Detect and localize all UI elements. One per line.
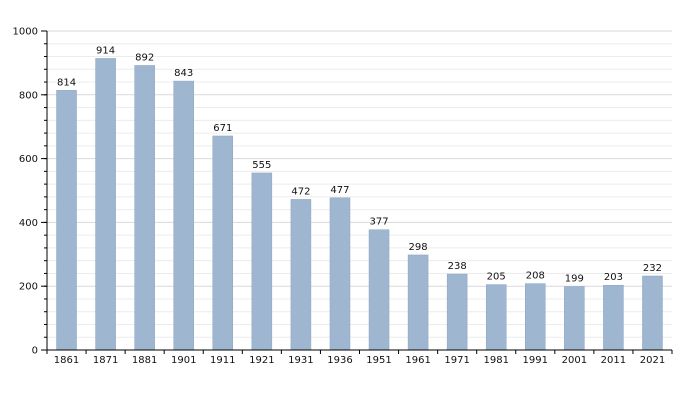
- x-tick-label-1981: 1981: [483, 355, 508, 366]
- y-tick-label-200: 200: [19, 282, 38, 293]
- data-label-2001: 199: [565, 274, 584, 285]
- axes: 1861 1871 1881 1901 1911 1921 1931 1936 1951 1961…: [13, 27, 673, 366]
- bar-1871: [95, 58, 116, 351]
- x-tick-label-1871: 1871: [93, 355, 118, 366]
- x-tick-label-1901: 1901: [171, 355, 196, 366]
- x-tick-label-1931: 1931: [288, 355, 313, 366]
- bar-1971: [446, 273, 468, 351]
- data-label-2021: 232: [643, 263, 662, 274]
- bar-2011: [603, 284, 624, 351]
- bar-1921: [251, 172, 273, 351]
- data-label-1991: 208: [526, 271, 545, 282]
- data-label-1951: 377: [369, 217, 388, 228]
- x-tick-label-2011: 2011: [601, 355, 626, 366]
- x-tick-label-1921: 1921: [249, 355, 274, 366]
- data-label-1871: 914: [96, 45, 115, 56]
- data-label-1931: 472: [291, 186, 310, 197]
- data-label-1901: 843: [174, 68, 193, 79]
- x-tick-label-1991: 1991: [523, 355, 548, 366]
- bar-1911: [212, 135, 234, 351]
- data-label-1936: 477: [330, 185, 349, 196]
- bar-1861: [56, 90, 77, 351]
- bar-1981: [485, 284, 507, 351]
- bar-1991: [525, 283, 546, 351]
- data-label-1971: 238: [448, 261, 467, 272]
- bar-1936: [329, 197, 351, 351]
- y-tick-label-400: 400: [19, 218, 38, 229]
- x-tick-label-1911: 1911: [210, 355, 235, 366]
- bar-2021: [642, 275, 663, 351]
- data-labels: 814 914 892 843 671 555 472 477 377 298 238 205 208 1…: [57, 45, 662, 284]
- bar-1961: [407, 254, 429, 351]
- bar-2001: [564, 286, 585, 351]
- data-label-1981: 205: [487, 272, 506, 283]
- bars: [56, 58, 663, 351]
- bar-1931: [290, 199, 312, 351]
- x-tick-label-2001: 2001: [562, 355, 587, 366]
- data-label-1861: 814: [57, 77, 76, 88]
- data-label-1961: 298: [409, 242, 428, 253]
- bar-1901: [173, 80, 194, 351]
- x-tick-label-1971: 1971: [444, 355, 469, 366]
- x-tick-label-1881: 1881: [132, 355, 157, 366]
- x-tick-label-1936: 1936: [327, 355, 352, 366]
- x-tick-label-1861: 1861: [54, 355, 79, 366]
- data-label-1921: 555: [252, 160, 271, 171]
- y-tick-label-0: 0: [32, 346, 38, 357]
- y-tick-label-600: 600: [19, 154, 38, 165]
- y-tick-label-800: 800: [19, 90, 38, 101]
- x-tick-label-1961: 1961: [405, 355, 430, 366]
- data-label-1911: 671: [213, 123, 232, 134]
- x-tick-label-1951: 1951: [366, 355, 391, 366]
- y-tick-label-1000: 1000: [13, 27, 38, 38]
- x-tick-label-2021: 2021: [640, 355, 665, 366]
- bar-1951: [368, 229, 390, 351]
- bar-1881: [134, 65, 155, 351]
- data-label-1881: 892: [135, 52, 154, 63]
- data-label-2011: 203: [604, 272, 623, 283]
